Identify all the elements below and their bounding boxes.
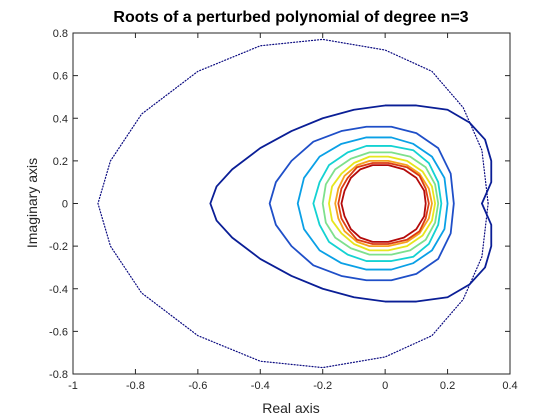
plot-frame [72,32,511,375]
ticks-layer: -1 -0.8 -0.6 -0.4 -0.2 0 0.2 0.4-0.8-0.6-0.4-0.… [49,28,518,392]
y-tick-label: -0.4 [49,284,68,296]
y-tick-label: 0 [62,199,68,211]
series-contour-4 [296,136,449,271]
x-tick-label: 0 [382,380,388,392]
x-tick-label: 0.4 [502,380,517,392]
y-tick-label: -0.8 [49,369,68,381]
series-contour-7 [328,155,436,252]
y-tick-label: -0.2 [49,241,68,253]
y-tick-label: -0.6 [49,326,68,338]
x-tick-label: -0.6 [188,380,207,392]
x-tick-label: -0.4 [251,380,270,392]
series-contour-2 [209,104,493,303]
y-tick-label: 0.6 [53,71,68,83]
series-contour-10 [340,164,427,243]
series-contour-6 [321,151,440,256]
series-contour-1 [97,38,489,369]
series-contour-8 [334,159,433,248]
series-contour-5 [312,145,443,262]
y-tick-label: 0.4 [53,113,68,125]
x-tick-label: -1 [68,380,78,392]
chart-title: Roots of a perturbed polynomial of degre… [113,9,468,26]
series-layer [97,38,493,369]
y-axis-label: Imaginary axis [24,158,40,248]
series-contour-3 [268,125,455,282]
x-tick-label: 0.2 [440,380,455,392]
x-tick-label: -0.2 [313,380,332,392]
x-axis-label: Real axis [262,400,320,416]
plot-area: -1 -0.8 -0.6 -0.4 -0.2 0 0.2 0.4-0.8-0.6-0.4-0.… [49,28,518,392]
y-tick-label: 0.2 [53,156,68,168]
x-tick-label: -0.8 [126,380,145,392]
series-contour-9 [337,162,430,245]
y-tick-label: 0.8 [53,28,68,40]
